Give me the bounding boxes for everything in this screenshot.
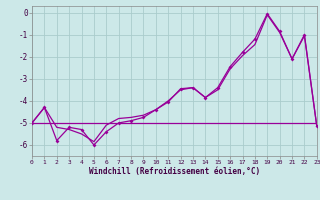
X-axis label: Windchill (Refroidissement éolien,°C): Windchill (Refroidissement éolien,°C) <box>89 167 260 176</box>
